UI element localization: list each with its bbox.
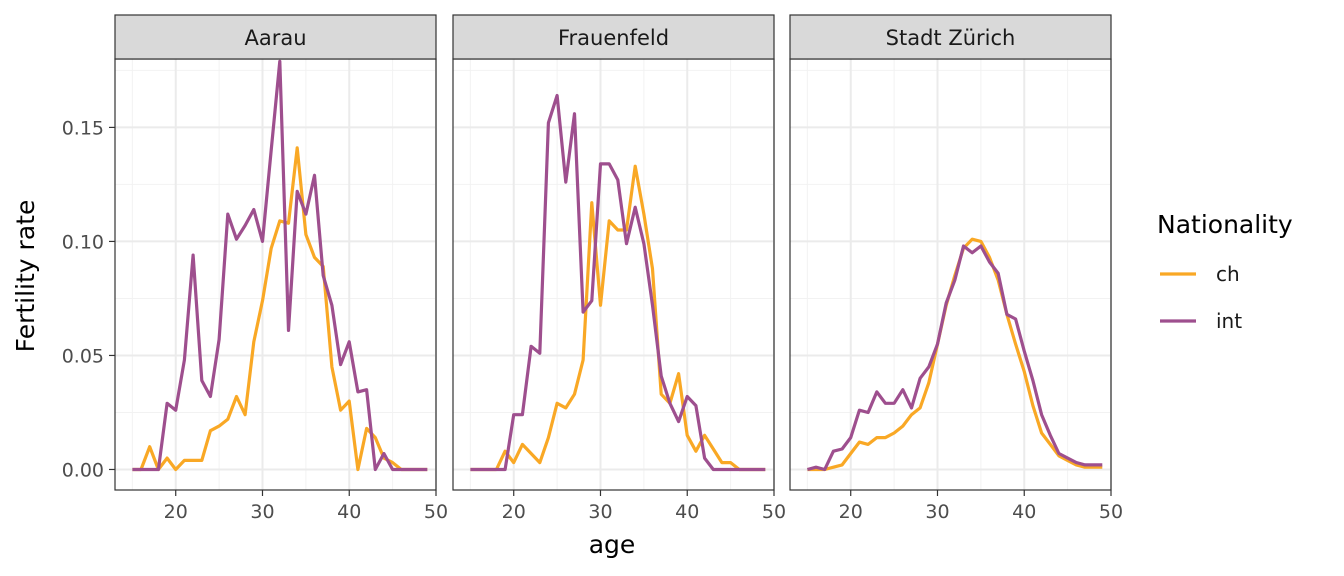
legend: Nationality ch int (1157, 210, 1293, 333)
panel-background (453, 59, 774, 490)
series-line-int (132, 59, 428, 472)
x-tick-label: 40 (337, 501, 361, 523)
facet-strip (452, 14, 775, 60)
x-tick-label: 40 (675, 501, 699, 523)
legend-label-int: int (1216, 309, 1242, 333)
facet-panel-2: Frauenfeld 20 30 40 50 (452, 14, 786, 523)
legend-title: Nationality (1157, 210, 1293, 239)
x-tick-label: 40 (1012, 501, 1036, 523)
facet-strip (114, 14, 437, 60)
facet-label: Aarau (244, 26, 306, 50)
x-tick-label: 50 (1099, 501, 1123, 523)
y-tick-label: 0.00 (62, 459, 104, 481)
series-line-ch (132, 146, 428, 472)
y-tick-label: 0.10 (62, 231, 104, 253)
x-tick-label: 20 (164, 501, 188, 523)
facet-label: Frauenfeld (558, 26, 669, 50)
y-axis-title: Fertility rate (11, 200, 40, 353)
series-line-int (470, 93, 766, 472)
x-tick-label: 50 (762, 501, 786, 523)
y-tick-label: 0.05 (62, 345, 104, 367)
facet-label: Stadt Zürich (886, 26, 1016, 50)
x-axis-title: age (589, 530, 636, 559)
y-axis: 0.00 0.05 0.10 0.15 (62, 117, 115, 481)
x-tick-label: 50 (424, 501, 448, 523)
x-tick-label: 30 (925, 501, 949, 523)
legend-label-ch: ch (1216, 262, 1240, 286)
x-tick-label: 20 (839, 501, 863, 523)
panel-background (115, 59, 436, 490)
legend-items: ch int (1160, 262, 1242, 333)
panel-background (790, 59, 1111, 490)
series-line-int (806, 244, 1103, 472)
series-line-ch (470, 164, 766, 472)
x-tick-label: 30 (250, 501, 274, 523)
facet-strip (789, 14, 1112, 60)
x-tick-label: 30 (588, 501, 612, 523)
facet-panel-1: Aarau 20 30 40 50 (114, 14, 448, 523)
facet-panel-3: Stadt Zürich 20 30 40 50 (789, 14, 1123, 523)
x-tick-label: 20 (502, 501, 526, 523)
y-tick-label: 0.15 (62, 117, 104, 139)
